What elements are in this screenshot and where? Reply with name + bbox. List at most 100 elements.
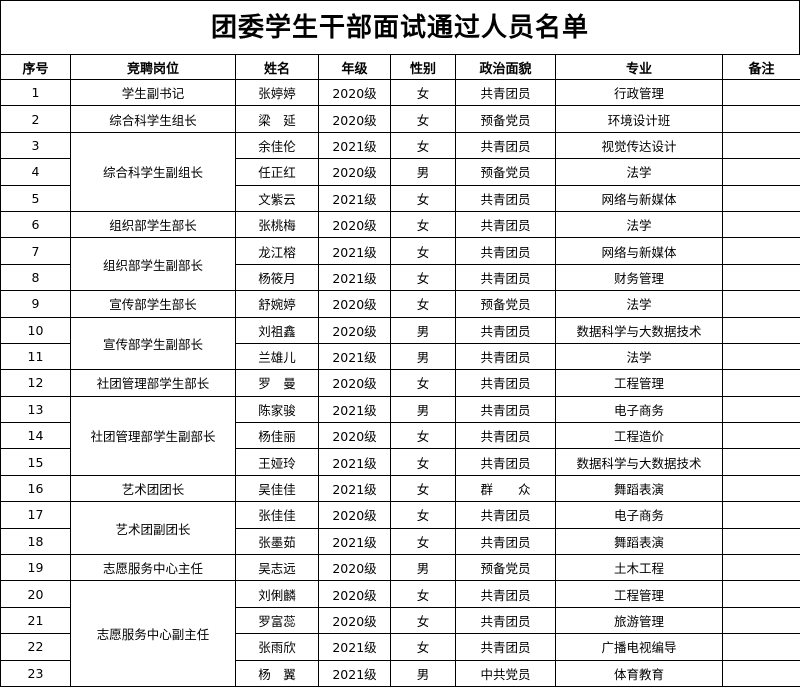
cell-major: 工程管理 — [555, 580, 723, 608]
cell-note — [722, 342, 800, 371]
cell-no: 1 — [0, 78, 71, 107]
cell-grade: 2021级 — [318, 474, 391, 503]
cell-major: 数据科学与大数据技术 — [555, 316, 723, 344]
cell-no: 2 — [0, 105, 71, 133]
cell-political: 共青团员 — [455, 422, 556, 450]
cell-position: 宣传部学生副部长 — [70, 316, 236, 371]
cell-grade: 2020级 — [318, 78, 391, 107]
header-note: 备注 — [722, 54, 800, 80]
cell-political: 共青团员 — [455, 606, 556, 635]
cell-no: 19 — [0, 554, 71, 582]
header-political: 政治面貌 — [455, 54, 556, 80]
cell-no: 8 — [0, 263, 71, 292]
cell-note — [722, 474, 800, 503]
cell-grade: 2021级 — [318, 633, 391, 661]
header-grade: 年级 — [318, 54, 391, 80]
table-row: 12 社团管理部学生部长罗 曼 2020级女共青团员 工程管理 — [0, 369, 800, 397]
cell-major: 土木工程 — [555, 554, 723, 582]
cell-name: 舒婉婷 — [235, 290, 319, 318]
cell-political: 群 众 — [455, 474, 556, 503]
cell-grade: 2020级 — [318, 369, 391, 397]
cell-no: 5 — [0, 184, 71, 212]
table-row: 14 杨佳丽 2020级女共青团员 工程造价 — [0, 422, 800, 450]
document-title: 团委学生干部面试通过人员名单 — [0, 0, 800, 54]
cell-no: 18 — [0, 527, 71, 556]
cell-major: 网络与新媒体 — [555, 237, 723, 265]
cell-major: 体育教育 — [555, 659, 723, 687]
cell-no: 6 — [0, 210, 71, 239]
table-row: 13 社团管理部学生副部长 陈家骏 2021级男共青团员 电子商务 — [0, 395, 800, 476]
cell-no: 23 — [0, 659, 71, 687]
cell-name: 文紫云 — [235, 184, 319, 212]
cell-political: 预备党员 — [455, 158, 556, 186]
cell-major: 电子商务 — [555, 395, 723, 424]
header-gender: 性别 — [390, 54, 456, 80]
cell-grade: 2020级 — [318, 290, 391, 318]
cell-position: 学生副书记 — [70, 78, 236, 107]
cell-grade: 2020级 — [318, 606, 391, 635]
cell-major: 法学 — [555, 290, 723, 318]
cell-major: 环境设计班 — [555, 105, 723, 133]
cell-major: 旅游管理 — [555, 606, 723, 635]
cell-position: 志愿服务中心副主任 — [70, 580, 236, 687]
header-no: 序号 — [0, 54, 71, 80]
cell-position: 艺术团副团长 — [70, 501, 236, 556]
cell-political: 共青团员 — [455, 210, 556, 239]
cell-position: 组织部学生副部长 — [70, 237, 236, 292]
cell-political: 共青团员 — [455, 237, 556, 265]
cell-political: 中共党员 — [455, 659, 556, 687]
cell-political: 共青团员 — [455, 501, 556, 529]
cell-major: 法学 — [555, 210, 723, 239]
cell-major: 法学 — [555, 342, 723, 371]
cell-political: 共青团员 — [455, 184, 556, 212]
cell-note — [722, 158, 800, 186]
cell-political: 预备党员 — [455, 290, 556, 318]
cell-position: 组织部学生部长 — [70, 210, 236, 239]
roster-table: 序号 竞聘岗位 姓名 年级 性别 政治面貌 专业 备注 1 学生副书记 张婷婷 202… — [0, 54, 800, 687]
cell-name: 杨筱月 — [235, 263, 319, 292]
cell-note — [722, 554, 800, 582]
cell-gender: 男 — [390, 659, 456, 687]
cell-note — [722, 184, 800, 212]
cell-gender: 女 — [390, 580, 456, 608]
cell-major: 舞蹈表演 — [555, 474, 723, 503]
cell-grade: 2020级 — [318, 210, 391, 239]
cell-name: 杨佳丽 — [235, 422, 319, 450]
cell-note — [722, 395, 800, 424]
cell-no: 20 — [0, 580, 71, 608]
cell-note — [722, 78, 800, 107]
cell-note — [722, 501, 800, 529]
cell-name: 罗富蕊 — [235, 606, 319, 635]
cell-gender: 女 — [390, 633, 456, 661]
table-row: 9 宣传部学生部长 舒婉婷 2020级女预备党员 法学 — [0, 290, 800, 318]
cell-note — [722, 131, 800, 160]
table-row: 10 宣传部学生副部长 刘祖鑫 2020级男共青团员 数据科学与大数据技术 — [0, 316, 800, 371]
cell-political: 共青团员 — [455, 633, 556, 661]
cell-no: 17 — [0, 501, 71, 529]
cell-no: 4 — [0, 158, 71, 186]
cell-name: 张佳佳 — [235, 501, 319, 529]
cell-gender: 女 — [390, 448, 456, 476]
cell-name: 王娅玲 — [235, 448, 319, 476]
cell-name: 陈家骏 — [235, 395, 319, 424]
cell-name: 张婷婷 — [235, 78, 319, 107]
cell-gender: 男 — [390, 554, 456, 582]
cell-political: 共青团员 — [455, 263, 556, 292]
cell-grade: 2020级 — [318, 105, 391, 133]
table-row: 3 综合科学生副组长 余佳伦 2021级女共青团员 视觉传达设计 — [0, 131, 800, 212]
table-row: 4 任正红 2020级男预备党员 法学 — [0, 158, 800, 186]
cell-grade: 2021级 — [318, 131, 391, 160]
cell-position: 社团管理部学生副部长 — [70, 395, 236, 476]
cell-note — [722, 369, 800, 397]
cell-political: 共青团员 — [455, 369, 556, 397]
cell-major: 广播电视编导 — [555, 633, 723, 661]
cell-political: 共青团员 — [455, 78, 556, 107]
cell-grade: 2021级 — [318, 659, 391, 687]
cell-major: 工程管理 — [555, 369, 723, 397]
table-row: 20 志愿服务中心副主任 刘俐麟 2020级女共青团员 工程管理 — [0, 580, 800, 687]
cell-note — [722, 422, 800, 450]
cell-gender: 女 — [390, 78, 456, 107]
cell-position: 综合科学生副组长 — [70, 131, 236, 212]
cell-name: 杨 翼 — [235, 659, 319, 687]
cell-no: 9 — [0, 290, 71, 318]
